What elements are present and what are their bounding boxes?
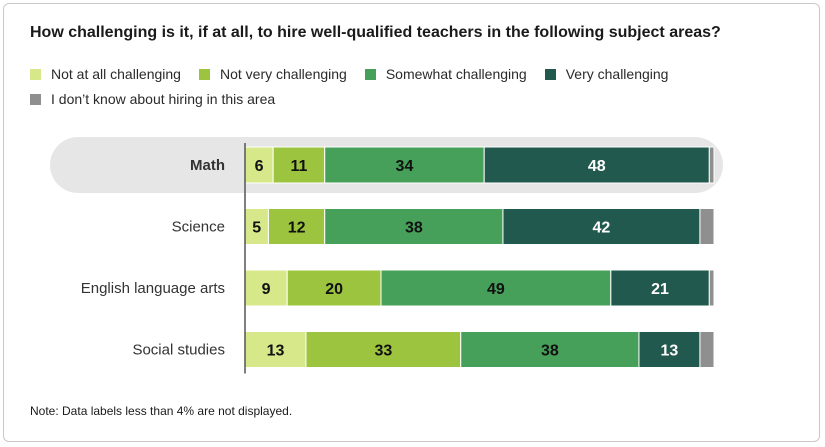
bar-segment	[610, 269, 710, 307]
legend-item-not-very: Not very challenging	[198, 66, 347, 82]
legend-item-very: Very challenging	[544, 66, 669, 82]
data-label: 42	[593, 220, 611, 237]
legend-row-1: Not at all challenging Not very challeng…	[30, 66, 686, 82]
legend-swatch	[544, 68, 556, 80]
data-label: 20	[325, 281, 343, 298]
legend-label: Somewhat challenging	[385, 66, 527, 82]
data-label: 6	[255, 158, 264, 175]
bar-segment	[244, 146, 274, 184]
legend-swatch	[30, 93, 41, 105]
data-label: 33	[374, 343, 392, 360]
bar-segment	[460, 331, 640, 368]
data-label: 9	[262, 281, 271, 298]
data-label: 5	[252, 220, 261, 237]
chart-note: Note: Data labels less than 4% are not d…	[30, 404, 293, 418]
data-label: 11	[290, 158, 307, 175]
bar-segment	[305, 331, 462, 368]
legend-label: I don’t know about hiring in this area	[51, 91, 276, 107]
bar-segment	[483, 146, 710, 184]
bar-segment	[699, 331, 715, 368]
data-label: 38	[405, 220, 423, 237]
bar-segment	[502, 208, 701, 245]
bar-segment	[286, 269, 382, 307]
data-label: 34	[396, 158, 414, 175]
legend-swatch	[30, 68, 41, 80]
bar-segment	[638, 331, 701, 368]
data-label: 12	[288, 220, 306, 237]
legend-label: Not very challenging	[219, 66, 347, 82]
legend-item-dont-know: I don’t know about hiring in this area	[30, 91, 275, 107]
bar-segment	[708, 146, 715, 184]
data-label: 38	[541, 343, 559, 360]
bar-segment	[267, 208, 326, 245]
bar-segment	[380, 269, 612, 307]
data-label: 49	[487, 281, 505, 298]
legend-item-somewhat: Somewhat challenging	[364, 66, 527, 82]
legend-item-not-at-all: Not at all challenging	[30, 66, 181, 82]
chart-title: How challenging is it, if at all, to hir…	[30, 24, 721, 41]
category-label: Science	[172, 219, 225, 236]
legend-label: Not at all challenging	[51, 66, 181, 82]
bar-segment	[272, 146, 326, 184]
category-label: Math	[190, 157, 225, 174]
data-label: 48	[588, 158, 606, 175]
category-label: Social studies	[132, 342, 225, 359]
bar-segment	[244, 269, 288, 307]
legend-row-2: I don’t know about hiring in this area	[30, 91, 293, 107]
bar-segment	[324, 146, 485, 184]
data-label: 13	[267, 343, 285, 360]
bar-segment	[708, 269, 715, 307]
legend-swatch	[198, 68, 210, 80]
category-label: English language arts	[81, 280, 225, 297]
data-label: 21	[651, 281, 669, 298]
data-label: 13	[661, 343, 679, 360]
legend-label: Very challenging	[565, 66, 669, 82]
bar-segment	[244, 331, 307, 368]
bar-segment	[699, 208, 715, 245]
legend-swatch	[364, 68, 376, 80]
